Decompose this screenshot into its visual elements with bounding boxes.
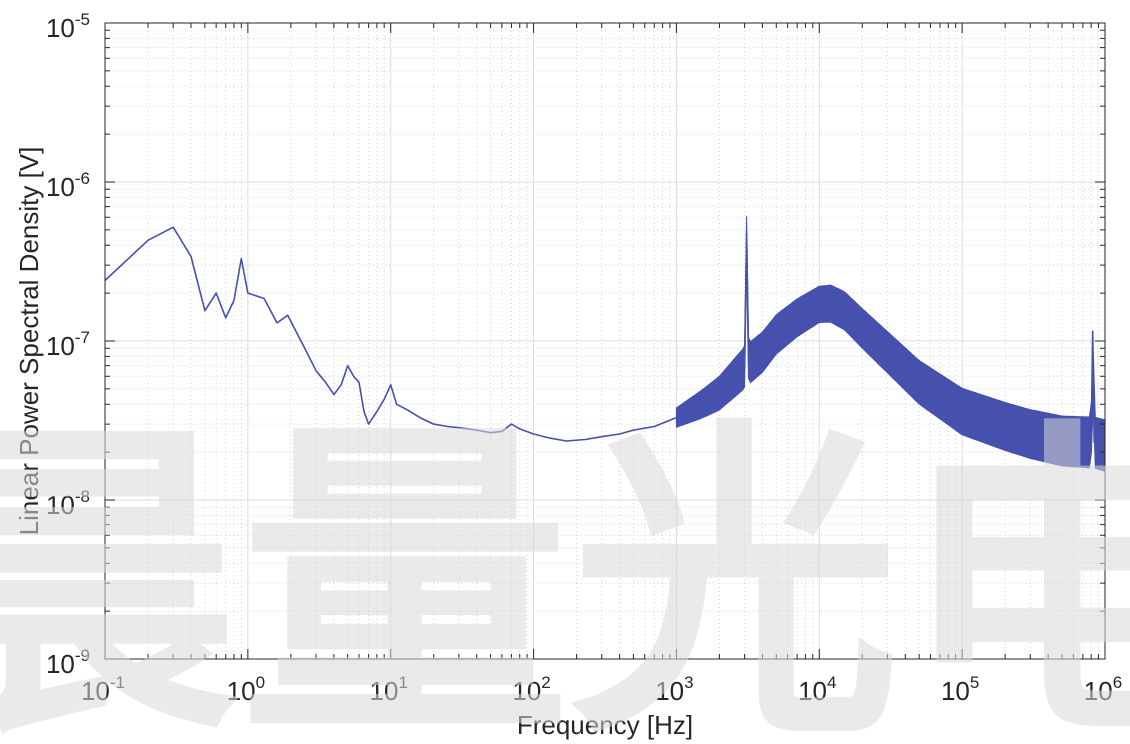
minor-grid	[105, 23, 1105, 659]
x-tick-label: 105	[941, 673, 979, 706]
y-tick-label: 10-6	[46, 169, 90, 202]
x-tick-label: 102	[512, 673, 550, 706]
series-layer	[104, 226, 1106, 447]
y-tick-label: 10-5	[46, 10, 90, 43]
y-tick-label: 10-9	[46, 646, 90, 679]
x-tick-label: 101	[370, 673, 408, 706]
watermark-text: 晨量光电	[0, 394, 1130, 744]
y-tick-label: 10-8	[46, 487, 90, 520]
x-tick-label: 106	[1084, 673, 1122, 706]
psd-series-line	[104, 226, 1106, 447]
x-axis-label: Frequency [Hz]	[517, 710, 693, 740]
y-tick-label: 10-7	[46, 328, 90, 361]
x-tick-labels: 10-1 100 101 102 103 104 105 106	[81, 673, 1122, 706]
y-axis-label: Linear Power Spectral Density [V]	[14, 147, 44, 536]
x-tick-label: 104	[798, 673, 836, 706]
tick-marks	[104, 22, 1106, 660]
x-tick-label: 103	[655, 673, 693, 706]
x-tick-label: 10-1	[81, 673, 125, 706]
y-tick-labels: 10-9 10-8 10-7 10-6 10-5	[46, 10, 90, 679]
x-tick-label: 100	[227, 673, 265, 706]
